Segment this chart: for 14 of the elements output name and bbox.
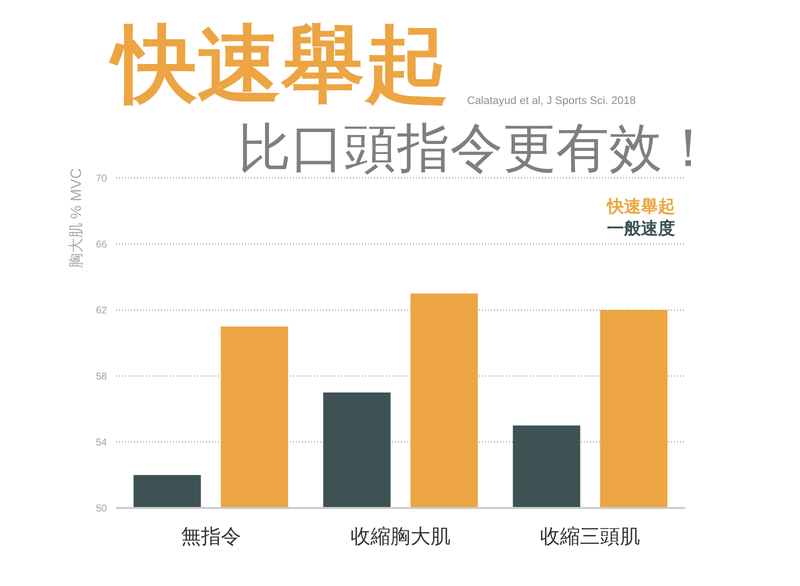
chart-subtitle: 比口頭指令更有效！	[238, 119, 715, 178]
x-tick-label: 無指令	[180, 526, 241, 548]
y-tick-label: 70	[96, 174, 108, 184]
x-tick-label: 收縮胸大肌	[350, 526, 450, 548]
y-axis-title: 胸大肌 % MVC	[68, 168, 85, 268]
y-tick-label: 62	[96, 306, 108, 316]
y-tick-label: 50	[96, 504, 108, 514]
y-tick-label: 58	[96, 372, 108, 382]
y-tick-label: 66	[96, 240, 108, 250]
y-tick-label: 54	[96, 438, 108, 448]
chart-title: 快速舉起	[108, 17, 449, 111]
x-tick-label: 收縮三頭肌	[540, 526, 640, 548]
legend: 快速舉起 一般速度	[607, 197, 675, 238]
text: Calatayud et al, J Sports Sci. 2018	[467, 95, 636, 107]
